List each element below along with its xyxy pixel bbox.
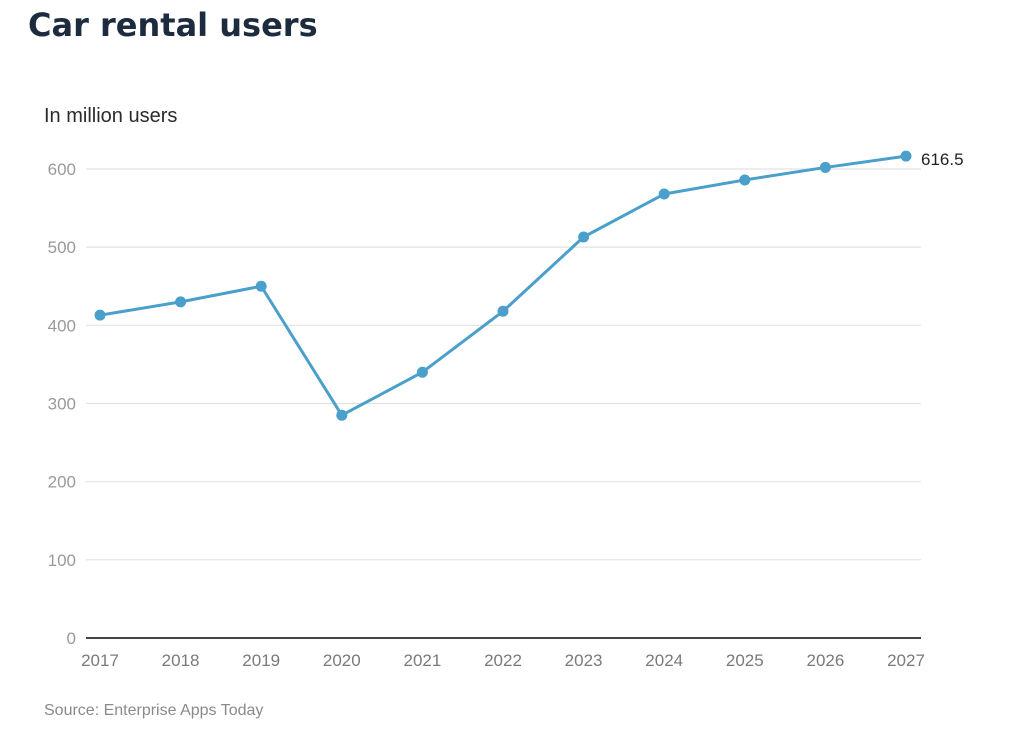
x-tick-label: 2021	[403, 651, 441, 670]
x-tick-label: 2027	[887, 651, 925, 670]
source-note: Source: Enterprise Apps Today	[44, 702, 264, 719]
x-tick-label: 2020	[323, 651, 361, 670]
y-tick-label: 600	[48, 160, 76, 179]
x-tick-label: 2018	[162, 651, 200, 670]
y-axis-ticks: 0 100 200 300 400 500 600	[48, 160, 76, 648]
data-point[interactable]	[819, 161, 831, 173]
x-tick-label: 2023	[565, 651, 603, 670]
data-label: 616.5	[921, 150, 964, 169]
data-point[interactable]	[658, 188, 670, 200]
x-tick-label: 2025	[726, 651, 764, 670]
chart-subtitle: In million users	[44, 105, 178, 127]
series-line	[99, 154, 907, 417]
data-point[interactable]	[578, 231, 590, 243]
grid-lines	[86, 168, 921, 561]
data-labels: 616.5	[921, 150, 964, 169]
x-tick-label: 2024	[645, 651, 683, 670]
data-points	[94, 150, 912, 421]
y-tick-label: 400	[48, 316, 76, 335]
x-tick-label: 2017	[81, 651, 119, 670]
x-axis-ticks: 2017 2018 2019 2020 2021 2022 2023 2024 2025 2026…	[81, 651, 925, 670]
y-tick-label: 300	[48, 395, 76, 414]
data-point[interactable]	[175, 296, 187, 308]
x-tick-label: 2026	[806, 651, 844, 670]
x-tick-label: 2019	[242, 651, 280, 670]
data-point[interactable]	[416, 366, 428, 378]
x-tick-label: 2022	[484, 651, 522, 670]
y-tick-label: 100	[48, 551, 76, 570]
y-tick-label: 500	[48, 238, 76, 257]
data-point[interactable]	[739, 174, 751, 186]
chart-title: Car rental users	[28, 6, 318, 44]
data-point[interactable]	[336, 409, 348, 421]
data-point[interactable]	[255, 280, 267, 292]
y-tick-label: 200	[48, 473, 76, 492]
data-point[interactable]	[900, 150, 912, 162]
data-point[interactable]	[497, 305, 509, 317]
data-point[interactable]	[94, 309, 106, 321]
y-tick-label: 0	[67, 629, 76, 648]
